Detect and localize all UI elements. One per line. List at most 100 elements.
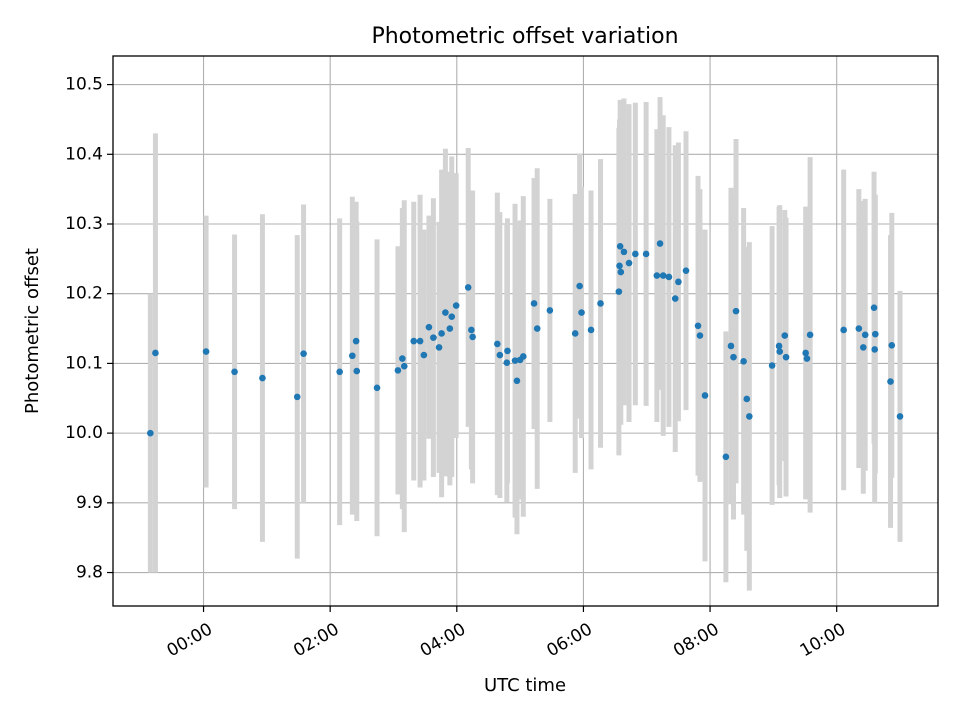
data-point <box>519 353 527 360</box>
data-point <box>435 344 443 351</box>
plot-frame <box>112 55 939 607</box>
data-point <box>802 349 809 357</box>
data-point <box>625 259 633 267</box>
data-point <box>671 295 679 302</box>
data-point <box>503 359 511 367</box>
data-point <box>420 351 428 359</box>
data-point <box>438 330 445 337</box>
y-tick-label: 10.4 <box>65 144 103 164</box>
data-point <box>656 240 664 247</box>
data-point <box>781 332 789 339</box>
data-point <box>533 325 541 332</box>
data-points <box>147 240 904 461</box>
data-point <box>464 284 472 291</box>
y-tick-label: 9.8 <box>76 563 103 583</box>
data-point <box>147 429 154 437</box>
data-point <box>336 368 343 376</box>
data-point <box>730 353 737 361</box>
data-point <box>496 351 504 359</box>
data-point <box>732 307 740 315</box>
data-point <box>425 323 433 331</box>
data-point <box>511 357 519 364</box>
data-point <box>546 307 554 314</box>
data-point <box>452 302 460 309</box>
data-point <box>373 384 381 392</box>
data-point <box>727 342 735 350</box>
data-point <box>768 362 776 369</box>
data-point <box>399 355 406 362</box>
data-point <box>400 362 408 370</box>
data-point <box>896 413 904 420</box>
data-point <box>806 331 814 339</box>
data-point <box>803 355 811 362</box>
data-point <box>494 340 501 348</box>
data-point <box>430 334 437 341</box>
data-point <box>861 331 869 339</box>
data-point <box>782 353 790 361</box>
y-tick-label: 10.0 <box>65 423 103 443</box>
data-point <box>665 273 673 281</box>
data-point <box>442 309 449 316</box>
data-point <box>571 330 579 337</box>
data-point <box>615 288 623 295</box>
data-point <box>694 322 702 330</box>
data-point <box>616 243 624 250</box>
data-point <box>202 348 210 355</box>
data-point <box>855 325 863 332</box>
data-point <box>871 346 878 353</box>
data-point <box>840 326 847 334</box>
y-axis-label: Photometric offset <box>22 248 43 414</box>
y-tick-label: 9.9 <box>76 493 103 513</box>
data-point <box>504 347 511 355</box>
data-point <box>448 313 456 321</box>
data-point <box>653 272 661 279</box>
data-point <box>394 367 402 374</box>
data-point <box>468 326 475 334</box>
y-tick-label: 10.1 <box>65 353 103 373</box>
data-point <box>349 352 356 360</box>
y-tick-label: 10.2 <box>65 284 103 304</box>
data-point <box>578 309 585 316</box>
data-point <box>642 250 650 258</box>
data-point <box>887 378 894 385</box>
data-point <box>352 337 360 345</box>
y-tick-label: 10.5 <box>65 75 103 95</box>
data-point <box>776 348 784 355</box>
data-point <box>617 268 625 276</box>
data-point <box>659 272 667 279</box>
data-point <box>675 278 682 286</box>
data-point <box>469 333 476 341</box>
data-point <box>530 300 538 307</box>
data-point <box>513 377 521 385</box>
chart-title: Photometric offset variation <box>371 24 678 49</box>
data-point <box>632 250 639 258</box>
data-point <box>701 392 709 399</box>
data-point <box>353 367 361 375</box>
data-point <box>410 337 418 345</box>
data-point <box>446 325 454 332</box>
grid-lines <box>113 56 938 606</box>
data-point <box>743 395 751 403</box>
data-point <box>293 393 301 401</box>
data-point <box>746 413 753 420</box>
data-point <box>620 248 628 256</box>
data-point <box>870 304 878 311</box>
y-tick-label: 10.3 <box>65 214 103 234</box>
data-point <box>616 262 623 270</box>
data-point <box>696 332 704 339</box>
data-point <box>152 349 159 357</box>
data-point <box>682 267 690 275</box>
data-point <box>597 300 604 307</box>
data-point <box>259 374 266 382</box>
data-point <box>576 282 583 290</box>
data-point <box>300 350 307 357</box>
data-point <box>416 337 424 345</box>
data-point <box>722 453 730 461</box>
x-axis-label: UTC time <box>484 675 566 696</box>
data-point <box>775 342 783 350</box>
data-point <box>231 368 238 376</box>
data-point <box>740 358 747 365</box>
data-point <box>872 330 879 338</box>
data-point <box>587 326 595 334</box>
